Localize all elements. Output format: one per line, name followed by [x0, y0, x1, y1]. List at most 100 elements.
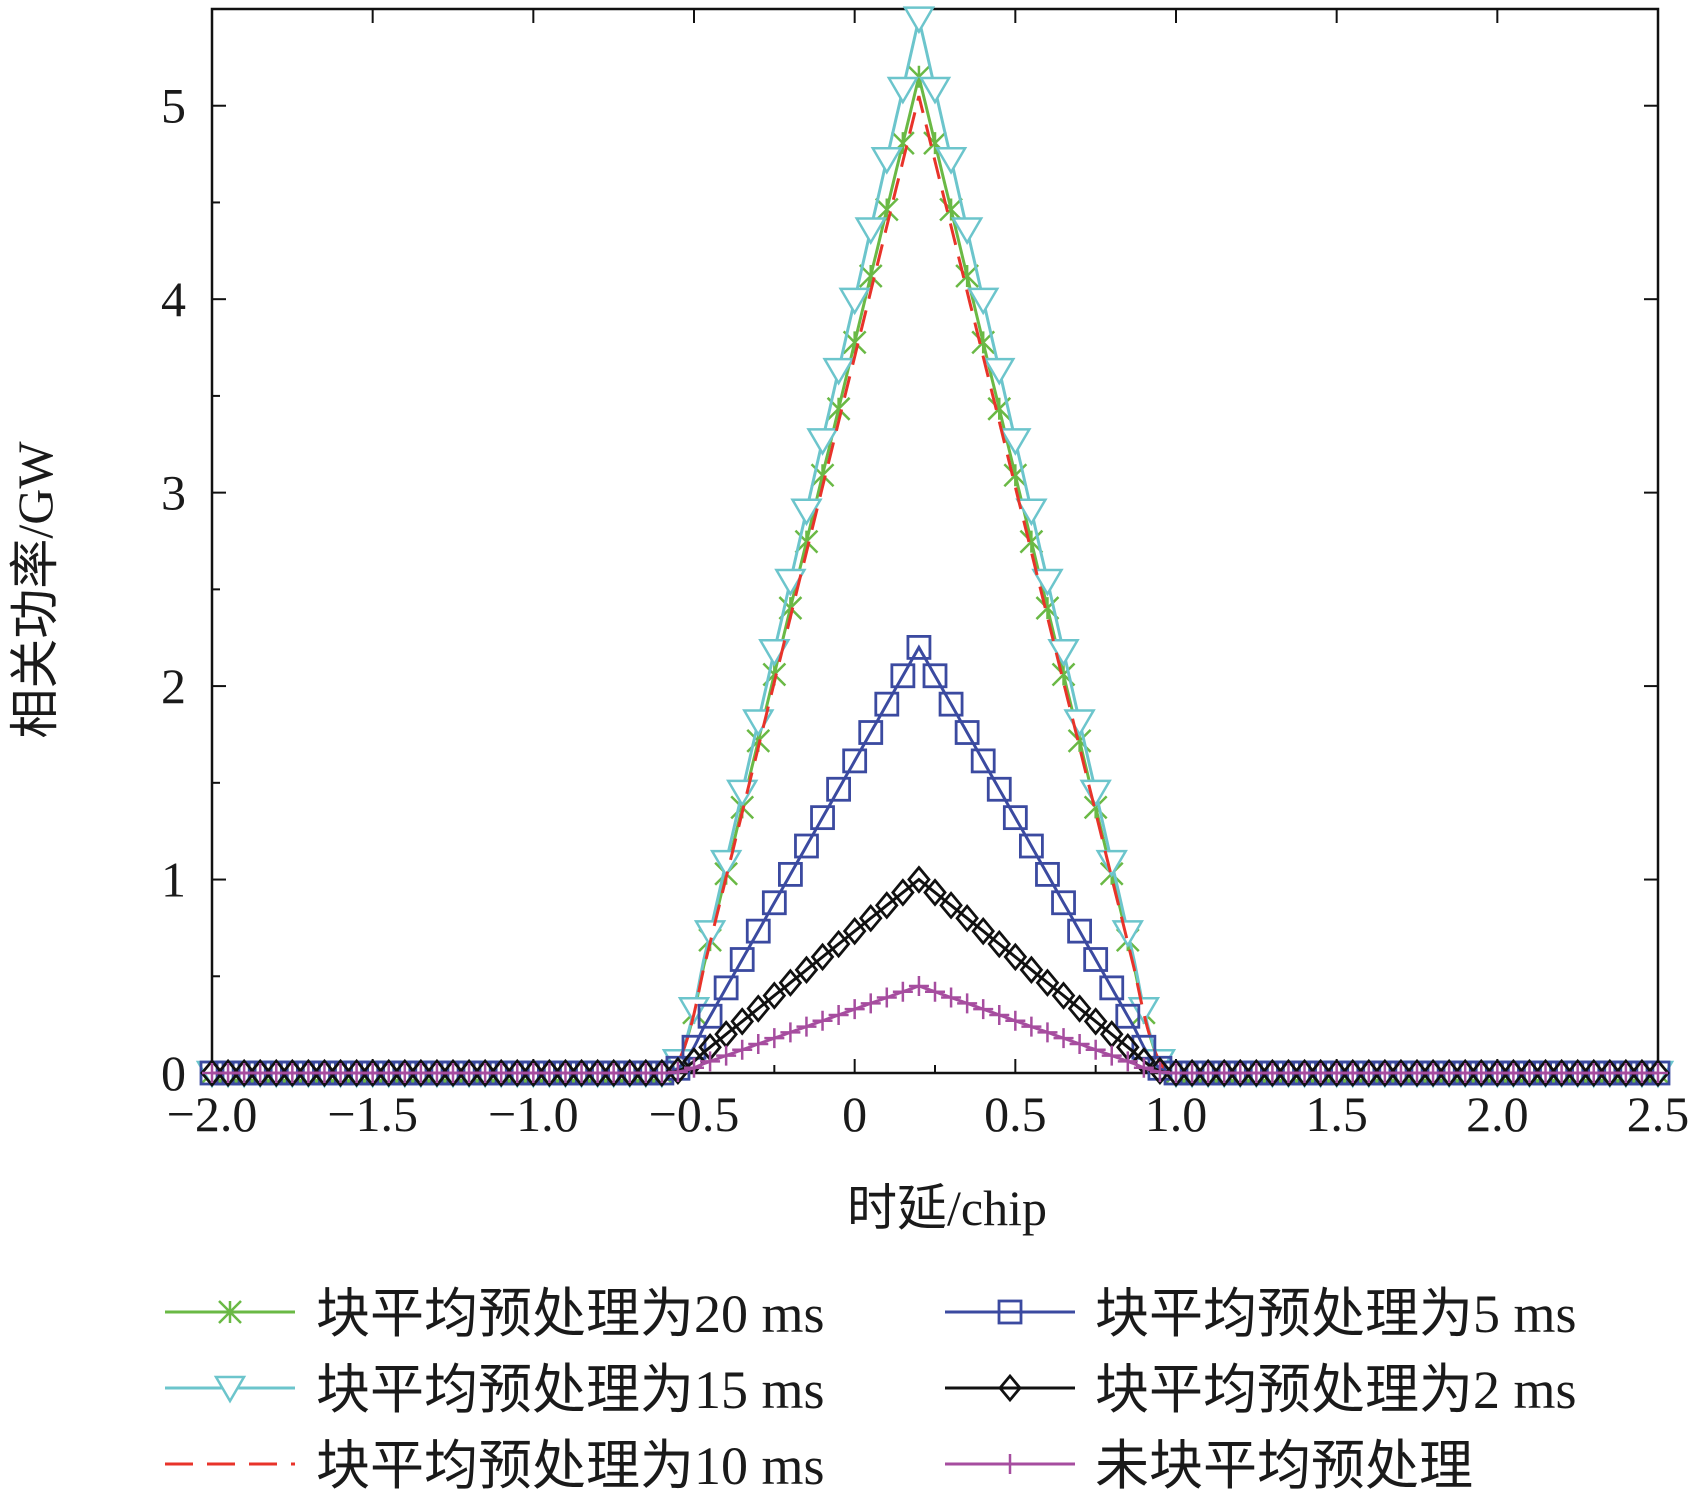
- series-marker: [716, 1045, 737, 1066]
- series-marker: [1453, 1058, 1478, 1088]
- series-marker: [778, 968, 803, 997]
- series-marker: [489, 1058, 514, 1088]
- legend-item: 块平均预处理为5 ms: [945, 1284, 1577, 1344]
- series-marker: [697, 1003, 723, 1029]
- series-marker: [457, 1058, 481, 1088]
- series-marker: [1083, 947, 1109, 972]
- series-marker: [264, 1058, 289, 1088]
- legend-item: 块平均预处理为20 ms: [165, 1284, 825, 1344]
- series-marker: [376, 1058, 401, 1088]
- series-marker: [812, 1010, 833, 1031]
- series-marker: [732, 1039, 753, 1060]
- series-marker: [328, 1058, 353, 1088]
- series-marker: [796, 1016, 817, 1037]
- series-marker: [553, 1058, 578, 1088]
- series-marker: [955, 264, 980, 288]
- series-marker: [1405, 1058, 1429, 1088]
- legend-label: 块平均预处理为10 ms: [316, 1436, 825, 1496]
- series-marker: [1308, 1058, 1333, 1088]
- series-marker: [1260, 1058, 1285, 1088]
- series-marker: [860, 993, 881, 1014]
- series-marker: [601, 1058, 626, 1088]
- series-marker: [360, 1058, 385, 1088]
- series-marker: [1648, 1063, 1668, 1083]
- series-marker: [1228, 1058, 1253, 1088]
- legend-item: 块平均预处理为2 ms: [945, 1360, 1577, 1420]
- series-marker: [1115, 1003, 1141, 1029]
- series-marker: [441, 1058, 465, 1088]
- series-marker: [955, 904, 979, 933]
- series-marker: [537, 1058, 562, 1088]
- series-marker: [1421, 1058, 1445, 1088]
- legend-marker: [997, 1299, 1023, 1325]
- plot-frame: [210, 7, 1660, 1075]
- series-marker: [986, 776, 1012, 802]
- series-line: [212, 95, 1658, 1075]
- series-marker: [989, 1004, 1010, 1025]
- series-marker: [780, 1022, 801, 1043]
- series-marker: [748, 1033, 769, 1054]
- series-marker: [1067, 994, 1092, 1023]
- series-marker: [973, 999, 994, 1020]
- series-marker: [918, 76, 952, 105]
- series-marker: [954, 720, 980, 745]
- x-tick-label: 0: [842, 1086, 867, 1142]
- series-marker: [1067, 918, 1092, 944]
- legend-label: 块平均预处理为15 ms: [316, 1360, 825, 1420]
- series-marker: [745, 918, 771, 944]
- series-5: [200, 865, 1670, 1088]
- series-marker: [810, 942, 835, 972]
- series-marker: [874, 197, 899, 222]
- series-line: [212, 76, 1658, 1075]
- series-marker: [617, 1058, 642, 1088]
- series-marker: [713, 975, 739, 1001]
- series-marker: [1164, 1058, 1188, 1088]
- series-marker: [934, 147, 968, 175]
- legend-marker: [218, 1300, 242, 1324]
- series-marker: [1501, 1058, 1526, 1088]
- series-marker: [844, 999, 865, 1020]
- y-tick-label: 1: [161, 852, 186, 908]
- series-marker: [890, 663, 916, 689]
- series-marker: [957, 993, 978, 1014]
- series-marker: [970, 748, 996, 774]
- series-marker: [967, 287, 1000, 316]
- series-line: [212, 644, 1658, 1075]
- series-marker: [870, 147, 903, 175]
- series-marker: [1117, 1051, 1138, 1072]
- series-line: [212, 877, 1658, 1075]
- series-marker: [409, 1058, 433, 1088]
- x-tick-label: 1.0: [1145, 1086, 1208, 1142]
- series-marker: [1019, 955, 1044, 985]
- series-marker: [761, 890, 787, 916]
- series-marker: [1244, 1058, 1269, 1088]
- series-marker: [826, 929, 851, 959]
- series-marker: [1047, 639, 1080, 667]
- series-marker: [1002, 805, 1028, 831]
- series-marker: [1389, 1058, 1413, 1088]
- y-tick-label: 4: [161, 271, 186, 327]
- series-marker: [950, 217, 984, 246]
- series-marker: [425, 1058, 449, 1088]
- series-marker: [938, 691, 964, 717]
- series-marker: [826, 776, 851, 802]
- series-marker: [1085, 1039, 1106, 1060]
- series-marker: [858, 904, 883, 933]
- series-marker: [216, 1058, 240, 1088]
- series-marker: [1340, 1058, 1365, 1088]
- series-marker: [1292, 1058, 1317, 1088]
- series-marker: [907, 865, 931, 894]
- series-marker: [906, 635, 932, 660]
- legend-label: 块平均预处理为20 ms: [316, 1284, 825, 1344]
- legend-marker: [1000, 1454, 1020, 1474]
- series-marker: [1133, 1057, 1154, 1078]
- series-marker: [344, 1058, 369, 1088]
- series-marker: [925, 981, 945, 1002]
- series-marker: [1485, 1058, 1510, 1088]
- legend-label: 块平均预处理为5 ms: [1095, 1284, 1577, 1344]
- series-marker: [729, 947, 755, 972]
- series-marker: [730, 1007, 755, 1036]
- series-marker: [1031, 568, 1064, 597]
- series-marker: [1051, 981, 1076, 1010]
